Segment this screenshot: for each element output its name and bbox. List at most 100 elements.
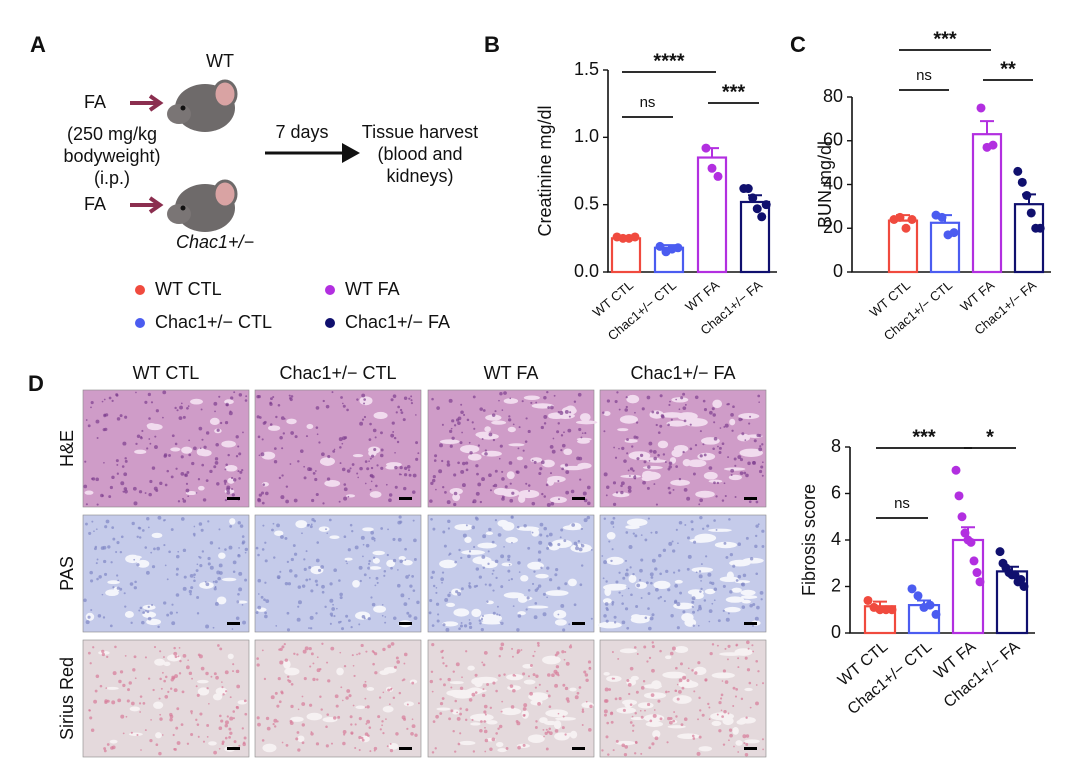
nucleus	[550, 405, 554, 410]
nucleus	[546, 596, 548, 599]
tubule	[439, 559, 457, 569]
nucleus	[529, 664, 533, 667]
nucleus	[297, 708, 300, 711]
nucleus	[501, 700, 504, 703]
tubule	[642, 470, 654, 478]
nucleus	[186, 742, 190, 745]
nucleus	[441, 697, 445, 700]
nucleus	[483, 704, 488, 709]
tubule	[739, 716, 756, 724]
nucleus	[308, 646, 312, 651]
nucleus	[257, 593, 260, 595]
nucleus	[626, 626, 630, 630]
nucleus	[761, 529, 765, 533]
nucleus	[264, 541, 267, 544]
data-point	[752, 204, 762, 214]
nucleus	[576, 456, 580, 461]
mouse-icon	[167, 179, 238, 232]
tubule	[454, 523, 474, 531]
nucleus	[90, 728, 95, 732]
nucleus	[441, 423, 444, 426]
nucleus	[367, 617, 371, 621]
nucleus	[729, 733, 733, 738]
nucleus	[167, 690, 170, 693]
nucleus	[717, 619, 721, 623]
nucleus	[537, 550, 542, 554]
nucleus	[669, 651, 674, 656]
nucleus	[621, 620, 626, 625]
tubule	[274, 530, 284, 536]
nucleus	[533, 460, 537, 464]
nucleus	[450, 427, 453, 430]
nucleus	[698, 503, 701, 506]
nucleus	[185, 488, 190, 493]
tubule	[597, 621, 622, 629]
data-point	[895, 212, 905, 222]
nucleus	[457, 461, 460, 465]
x-tick-label: Chac1+/− FA	[941, 638, 1024, 711]
nucleus	[171, 434, 175, 438]
nucleus	[544, 731, 548, 735]
tubule	[695, 490, 715, 498]
nucleus	[468, 582, 471, 585]
tubule	[129, 555, 142, 560]
nucleus	[218, 528, 221, 531]
tubule	[107, 580, 120, 585]
nucleus	[309, 703, 313, 707]
nucleus	[700, 563, 703, 565]
nucleus	[524, 714, 526, 716]
scale-bar	[744, 497, 757, 500]
nucleus	[256, 663, 260, 667]
tubule	[735, 740, 743, 746]
nucleus	[314, 470, 317, 472]
nucleus	[279, 436, 283, 440]
nucleus	[432, 720, 436, 724]
scale-bar	[399, 747, 412, 750]
nucleus	[95, 674, 100, 679]
nucleus	[586, 485, 591, 490]
nucleus	[198, 426, 203, 431]
nucleus	[361, 614, 366, 619]
nucleus	[493, 483, 498, 488]
nucleus	[153, 547, 156, 551]
nucleus	[649, 449, 653, 453]
nucleus	[722, 584, 726, 588]
nucleus	[430, 517, 433, 521]
nucleus	[751, 644, 754, 647]
nucleus	[131, 701, 135, 706]
nucleus	[368, 438, 372, 441]
nucleus	[517, 561, 521, 565]
nucleus	[316, 541, 320, 544]
nucleus	[686, 496, 691, 501]
panel-label: D	[28, 371, 44, 396]
nucleus	[292, 544, 296, 547]
nucleus	[561, 726, 565, 730]
nucleus	[754, 616, 759, 621]
nucleus	[757, 394, 761, 398]
tubule	[527, 605, 549, 609]
scale-bar	[572, 497, 585, 500]
legend-swatch	[325, 318, 335, 328]
nucleus	[713, 481, 716, 485]
nucleus	[164, 675, 168, 679]
nucleus	[528, 489, 530, 492]
nucleus	[111, 526, 115, 529]
nucleus	[475, 491, 480, 496]
nucleus	[119, 670, 124, 674]
nucleus	[310, 523, 313, 526]
nucleus	[754, 534, 758, 538]
nucleus	[303, 567, 307, 571]
tubule	[98, 650, 110, 655]
tubule	[318, 526, 330, 532]
nucleus	[152, 688, 155, 692]
nucleus	[408, 397, 411, 400]
nucleus	[331, 391, 334, 394]
nucleus	[538, 471, 542, 476]
nucleus	[373, 556, 376, 559]
nucleus	[373, 539, 376, 542]
nucleus	[534, 650, 536, 653]
nucleus	[376, 464, 379, 467]
nucleus	[213, 587, 217, 591]
tubule	[295, 520, 308, 529]
nucleus	[556, 430, 560, 434]
